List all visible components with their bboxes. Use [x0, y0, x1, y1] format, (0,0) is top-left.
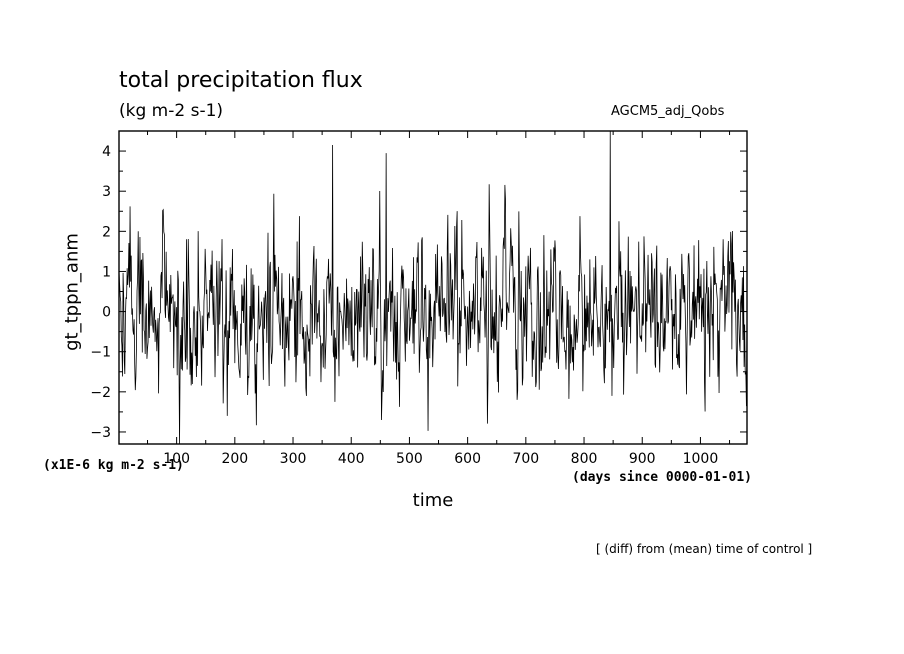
x-axis-label: time — [412, 490, 454, 511]
y-tick-label: 0 — [102, 305, 111, 321]
series-line — [119, 131, 747, 444]
y-tick-label: −1 — [90, 345, 111, 361]
x-tick-label: 300 — [280, 451, 307, 467]
y-scale-note: (x1E-6 kg m-2 s-1) — [43, 458, 184, 473]
x-tick-label: 700 — [512, 451, 539, 467]
x-tick-label: 1000 — [683, 451, 719, 467]
y-tick-label: −3 — [90, 425, 111, 441]
chart-units: (kg m-2 s-1) — [119, 101, 224, 121]
y-tick-label: −2 — [90, 385, 111, 401]
y-tick-label: 4 — [102, 144, 111, 160]
x-tick-label: 500 — [396, 451, 423, 467]
x-tick-label: 400 — [338, 451, 365, 467]
x-tick-label: 600 — [454, 451, 481, 467]
dataset-label: AGCM5_adj_Qobs — [611, 104, 725, 119]
footnote: [ (diff) from (mean) time of control ] — [596, 542, 813, 556]
plot-frame — [118, 130, 748, 445]
y-tick-label: 2 — [102, 224, 111, 240]
y-tick-label: 3 — [102, 184, 111, 200]
y-tick-label: 1 — [102, 264, 111, 280]
x-tick-label: 900 — [629, 451, 656, 467]
x-tick-label: 200 — [221, 451, 248, 467]
x-axis-units: (days since 0000-01-01) — [572, 470, 753, 485]
x-tick-label: 800 — [571, 451, 598, 467]
chart-title: total precipitation flux — [119, 68, 363, 93]
x-tick-label: 100 — [163, 451, 190, 467]
